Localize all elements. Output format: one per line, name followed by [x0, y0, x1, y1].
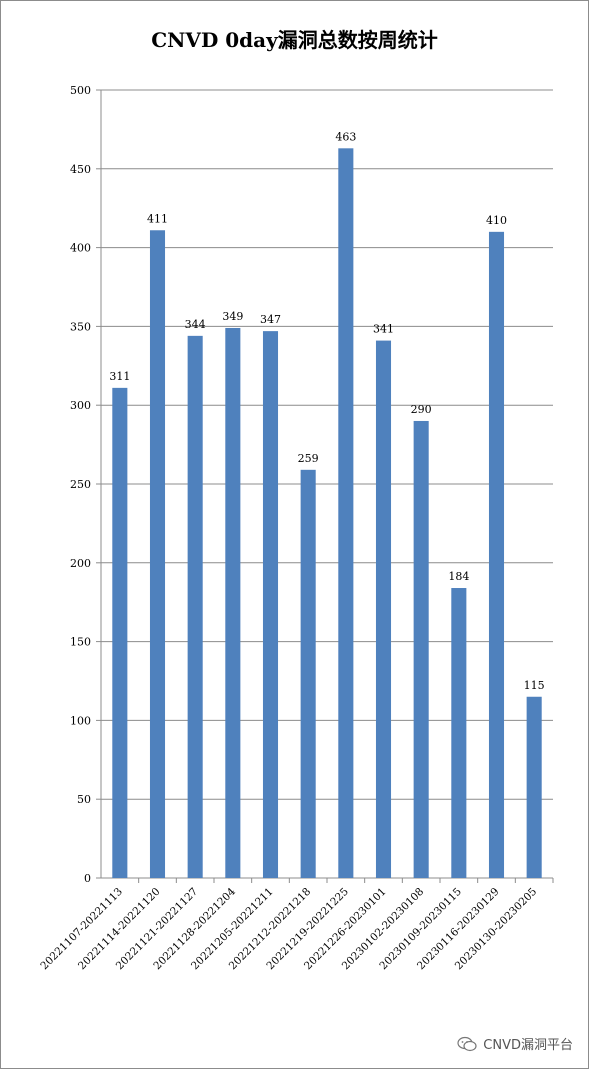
y-tick-label: 350	[70, 320, 91, 333]
data-label: 311	[109, 370, 130, 383]
watermark-text: CNVD漏洞平台	[483, 1038, 573, 1053]
data-label: 347	[260, 313, 281, 326]
data-label: 344	[185, 318, 206, 331]
data-label: 411	[147, 212, 168, 225]
y-tick-label: 200	[70, 557, 91, 570]
y-tick-label: 150	[70, 636, 91, 649]
y-tick-label: 450	[70, 163, 91, 176]
y-tick-label: 250	[70, 478, 91, 491]
data-label: 259	[298, 452, 319, 465]
y-tick-label: 0	[84, 872, 91, 885]
bar	[451, 588, 467, 878]
y-tick-label: 500	[70, 84, 91, 97]
y-tick-label: 50	[77, 793, 91, 806]
data-label: 410	[486, 214, 507, 227]
bar	[375, 340, 392, 879]
bar	[225, 327, 241, 878]
bar	[262, 331, 279, 878]
bar	[488, 231, 505, 879]
bar	[300, 469, 316, 878]
data-label: 184	[448, 570, 469, 583]
chart-title: CNVD 0day漏洞总数按周统计	[151, 28, 438, 52]
y-tick-label: 400	[70, 242, 91, 255]
y-tick-label: 100	[70, 714, 91, 727]
data-label: 115	[524, 679, 545, 692]
y-tick-label: 300	[70, 399, 91, 412]
data-label: 290	[411, 403, 432, 416]
bar	[149, 230, 166, 878]
bar	[413, 420, 429, 878]
bar	[187, 335, 203, 879]
bar	[338, 148, 354, 878]
watermark: CNVD漏洞平台	[457, 1034, 573, 1053]
data-label: 349	[222, 310, 243, 323]
data-label: 341	[373, 323, 394, 336]
data-label: 463	[335, 130, 356, 143]
wechat-icon	[457, 1036, 477, 1051]
bar	[112, 387, 128, 878]
bar	[526, 696, 542, 878]
